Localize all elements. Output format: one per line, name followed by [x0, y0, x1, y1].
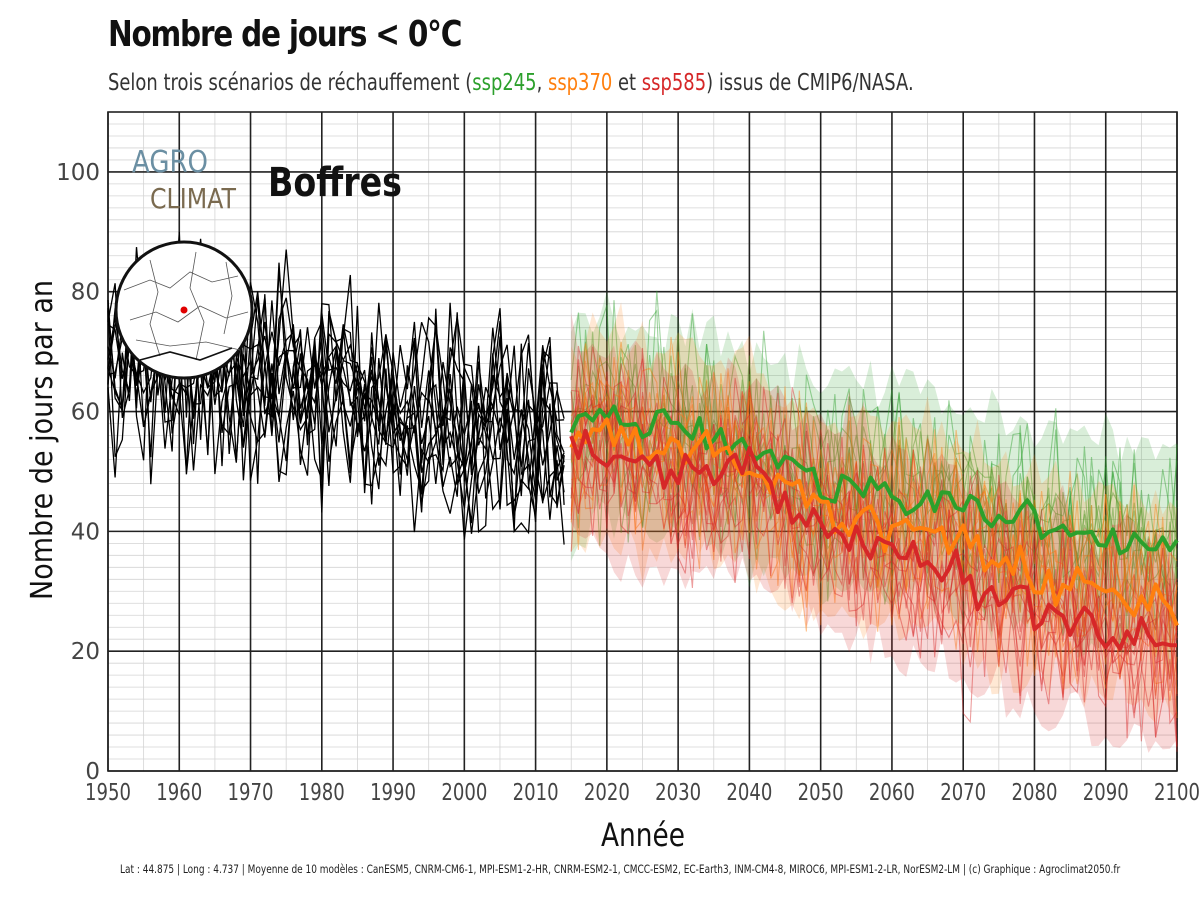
location-map — [114, 240, 254, 380]
ssp245-model-run — [570, 305, 1178, 612]
x-tick-label: 2050 — [798, 780, 844, 806]
axis-ticks: 1950 1960 1970 1980 1990 2000 2010 2020 2030 2040… — [56, 160, 1200, 806]
chart-subtitle: Selon trois scénarios de réchauffement (… — [108, 70, 914, 96]
ssp370-model-run — [570, 343, 1178, 658]
subtitle-ssp370: ssp370 — [547, 70, 613, 96]
chart-title: Nombre de jours < 0°C — [108, 14, 462, 55]
subtitle-ssp585: ssp585 — [641, 70, 707, 96]
subtitle-sep1: , — [536, 70, 548, 96]
ssp245-mean-line — [569, 404, 1179, 556]
ssp245-model-run — [570, 309, 1178, 648]
ssp585-mean-line — [569, 428, 1178, 651]
ssp585-model-run — [570, 347, 1178, 752]
y-axis-label: Nombre de jours par an — [25, 280, 60, 600]
x-tick-label: 1960 — [156, 780, 202, 806]
x-tick-label: 2040 — [726, 780, 772, 806]
ssp585-model-run — [570, 345, 1178, 747]
y-tick-label: 0 — [85, 759, 100, 785]
x-tick-label: 2060 — [869, 780, 915, 806]
ssp370-model-run — [571, 379, 1178, 685]
x-tick-label: 1970 — [228, 780, 274, 806]
x-tick-label: 1990 — [370, 780, 416, 806]
historical-run — [107, 274, 565, 534]
chart-grid — [107, 111, 1178, 772]
ssp585-spread — [571, 312, 1177, 753]
logo-agro: AGRO — [132, 145, 208, 180]
x-tick-label: 2000 — [441, 780, 487, 806]
x-tick-label: 2030 — [655, 780, 701, 806]
subtitle-prefix: Selon trois scénarios de réchauffement ( — [108, 70, 473, 96]
x-axis-label: Année — [601, 816, 685, 854]
ssp245-model-run — [570, 355, 1178, 643]
x-tick-label: 1950 — [85, 780, 131, 806]
location-label: Boffres — [268, 160, 402, 206]
y-tick-label: 80 — [71, 280, 100, 306]
subtitle-ssp245: ssp245 — [472, 70, 537, 96]
ssp245-model-run — [570, 368, 1178, 638]
ssp585-model-run — [570, 346, 1178, 701]
footer-credits: Lat : 44.875 | Long : 4.737 | Moyenne de… — [120, 862, 1121, 876]
ssp370-mean-line — [569, 417, 1179, 627]
y-tick-label: 20 — [71, 639, 100, 665]
y-tick-label: 40 — [71, 519, 100, 545]
scenario-means — [569, 404, 1179, 651]
y-tick-label: 60 — [71, 400, 100, 426]
x-tick-label: 2100 — [1154, 780, 1200, 806]
chart-overlay: AGRO CLIMAT Boffres Nombre de jours par … — [25, 145, 685, 854]
x-tick-label: 2020 — [584, 780, 630, 806]
ssp585-model-run — [570, 377, 1178, 725]
y-tick-label: 100 — [56, 160, 100, 186]
ssp370-model-run — [570, 368, 1178, 650]
x-tick-label: 2080 — [1011, 780, 1057, 806]
x-tick-label: 1980 — [299, 780, 345, 806]
ssp585-model-run — [571, 389, 1178, 683]
subtitle-sep2: et — [612, 70, 642, 96]
x-tick-label: 2010 — [513, 780, 559, 806]
ssp245-model-run — [570, 290, 1178, 613]
logo-climat: CLIMAT — [150, 182, 237, 215]
ssp370-model-run — [570, 367, 1178, 666]
location-dot — [180, 306, 188, 314]
ssp370-model-run — [570, 341, 1178, 695]
ssp370-model-run — [570, 357, 1178, 678]
plot-border — [107, 111, 1178, 772]
ssp370-model-run — [570, 372, 1178, 719]
ssp245-model-run — [570, 300, 1178, 619]
subtitle-suffix: ) issus de CMIP6/NASA. — [706, 70, 914, 96]
ssp585-model-run — [570, 380, 1178, 738]
ssp245-model-run — [570, 331, 1178, 622]
x-tick-label: 2090 — [1083, 780, 1129, 806]
x-tick-label: 2070 — [940, 780, 986, 806]
